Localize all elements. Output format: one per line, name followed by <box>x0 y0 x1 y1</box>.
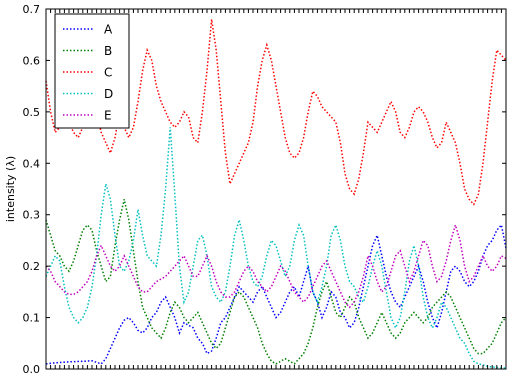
legend-label-b: B <box>104 44 112 58</box>
y-tick-label: 0.5 <box>23 106 41 119</box>
legend-label-c: C <box>104 66 112 80</box>
series-line-b <box>45 199 507 365</box>
y-tick-label: 0.3 <box>23 209 41 222</box>
legend-label-d: D <box>104 87 113 101</box>
y-tick-label: 0.7 <box>23 3 41 16</box>
y-tick-label: 0.2 <box>23 260 41 273</box>
y-tick-label: 0.6 <box>23 54 41 67</box>
series-line-c <box>45 19 507 206</box>
series-line-d <box>45 127 506 369</box>
ticks-layer: 0.0 0.1 0.2 0.3 0.4 0.5 0.6 0.7 <box>23 3 507 376</box>
series-line-a <box>45 223 507 365</box>
legend-label-a: A <box>104 23 113 37</box>
y-tick-label: 0.0 <box>23 363 41 376</box>
series-layer <box>45 19 507 369</box>
legend-label-e: E <box>104 109 112 123</box>
y-tick-label: 0.1 <box>23 312 41 325</box>
legend-box <box>54 13 130 129</box>
series-line-e <box>45 222 507 309</box>
y-axis-title: intensity (λ) <box>4 156 17 222</box>
y-tick-label: 0.4 <box>23 157 41 170</box>
